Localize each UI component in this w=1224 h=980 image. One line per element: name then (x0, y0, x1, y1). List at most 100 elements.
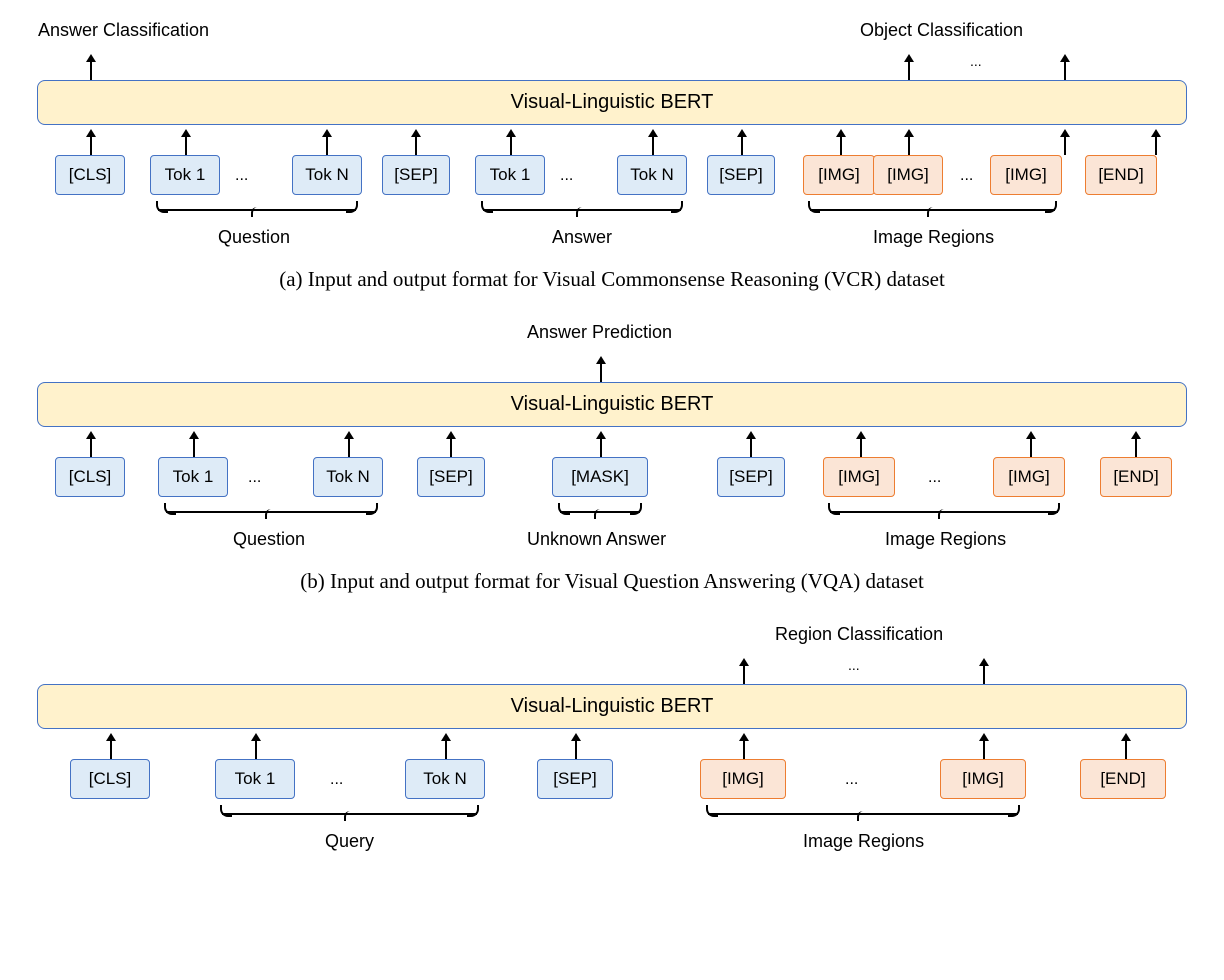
token-cls: [CLS] (70, 759, 150, 799)
arrow-icon (908, 135, 910, 155)
token-sep2: [SEP] (717, 457, 785, 497)
arrow-icon (840, 135, 842, 155)
brace-icon (158, 197, 356, 211)
token-tokn-answer: Tok N (617, 155, 687, 195)
bert-bar-b: Visual-Linguistic BERT (37, 382, 1187, 427)
arrow-icon (90, 135, 92, 155)
output-region-classification: Region Classification (775, 624, 943, 645)
brace-row-b (30, 499, 1194, 519)
caption-a: (a) Input and output format for Visual C… (30, 267, 1194, 292)
arrow-icon (1125, 739, 1127, 759)
label-row-b: Question Unknown Answer Image Regions (30, 529, 1194, 557)
dots-icon: ... (235, 167, 248, 185)
output-row-b: Answer Prediction (30, 322, 1194, 352)
arrow-icon (600, 437, 602, 457)
arrow-icon (741, 135, 743, 155)
section-vqa: Answer Prediction Visual-Linguistic BERT… (30, 322, 1194, 594)
token-sep: [SEP] (382, 155, 450, 195)
output-object-classification: Object Classification (860, 20, 1023, 41)
arrow-icon (743, 664, 745, 684)
output-answer-prediction: Answer Prediction (527, 322, 672, 343)
output-row-a: Answer Classification Object Classificat… (30, 20, 1194, 50)
arrow-icon (255, 739, 257, 759)
label-answer: Answer (552, 227, 612, 248)
label-image-regions: Image Regions (873, 227, 994, 248)
token-img1: [IMG] (803, 155, 875, 195)
arrow-icon (326, 135, 328, 155)
output-arrows-b (30, 357, 1194, 382)
token-tok1: Tok 1 (150, 155, 220, 195)
token-tok1-answer: Tok 1 (475, 155, 545, 195)
arrow-icon (510, 135, 512, 155)
token-mask: [MASK] (552, 457, 648, 497)
arrow-icon (575, 739, 577, 759)
arrow-icon (185, 135, 187, 155)
dots-icon: ... (248, 469, 261, 487)
arrow-icon (90, 437, 92, 457)
arrow-icon (983, 664, 985, 684)
token-sep: [SEP] (537, 759, 613, 799)
arrow-icon (908, 60, 910, 80)
brace-row-a (30, 197, 1194, 217)
arrow-icon (1064, 60, 1066, 80)
arrow-icon (110, 739, 112, 759)
token-tok1: Tok 1 (158, 457, 228, 497)
arrow-icon (600, 362, 602, 382)
input-arrows-c (30, 734, 1194, 759)
token-img2: [IMG] (940, 759, 1026, 799)
output-answer-classification: Answer Classification (38, 20, 209, 41)
token-img2: [IMG] (873, 155, 943, 195)
brace-icon (483, 197, 681, 211)
caption-b: (b) Input and output format for Visual Q… (30, 569, 1194, 594)
token-row-b: [CLS] Tok 1 ... Tok N [SEP] [MASK] [SEP]… (30, 457, 1194, 499)
arrow-icon (450, 437, 452, 457)
token-row-a: [CLS] Tok 1 ... Tok N [SEP] Tok 1 ... To… (30, 155, 1194, 197)
arrow-icon (415, 135, 417, 155)
token-tok1: Tok 1 (215, 759, 295, 799)
bert-bar-c: Visual-Linguistic BERT (37, 684, 1187, 729)
token-tokn: Tok N (292, 155, 362, 195)
dots-icon: ... (970, 53, 982, 69)
arrow-icon (750, 437, 752, 457)
brace-icon (708, 801, 1018, 815)
arrow-icon (652, 135, 654, 155)
output-row-c: Region Classification (30, 624, 1194, 654)
arrow-icon (445, 739, 447, 759)
label-image-regions: Image Regions (885, 529, 1006, 550)
brace-icon (810, 197, 1055, 211)
label-question: Question (233, 529, 305, 550)
dots-icon: ... (960, 167, 973, 185)
token-img1: [IMG] (823, 457, 895, 497)
arrow-icon (1030, 437, 1032, 457)
token-end: [END] (1080, 759, 1166, 799)
dots-icon: ... (560, 167, 573, 185)
token-tokn: Tok N (405, 759, 485, 799)
brace-icon (166, 499, 376, 513)
token-end: [END] (1085, 155, 1157, 195)
output-arrows-c: ... (30, 659, 1194, 684)
token-cls: [CLS] (55, 457, 125, 497)
section-referring: Region Classification ... Visual-Linguis… (30, 624, 1194, 859)
dots-icon: ... (330, 771, 343, 789)
token-tokn: Tok N (313, 457, 383, 497)
input-arrows-a (30, 130, 1194, 155)
label-query: Query (325, 831, 374, 852)
dots-icon: ... (928, 469, 941, 487)
token-img1: [IMG] (700, 759, 786, 799)
label-row-a: Question Answer Image Regions (30, 227, 1194, 255)
arrow-icon (193, 437, 195, 457)
arrow-icon (983, 739, 985, 759)
arrow-icon (348, 437, 350, 457)
brace-row-c (30, 801, 1194, 821)
label-question: Question (218, 227, 290, 248)
token-img2: [IMG] (993, 457, 1065, 497)
bert-bar-a: Visual-Linguistic BERT (37, 80, 1187, 125)
token-end: [END] (1100, 457, 1172, 497)
brace-icon (830, 499, 1058, 513)
dots-icon: ... (848, 657, 860, 673)
label-image-regions: Image Regions (803, 831, 924, 852)
arrow-icon (1064, 135, 1066, 155)
arrow-icon (1155, 135, 1157, 155)
token-cls: [CLS] (55, 155, 125, 195)
token-sep: [SEP] (417, 457, 485, 497)
